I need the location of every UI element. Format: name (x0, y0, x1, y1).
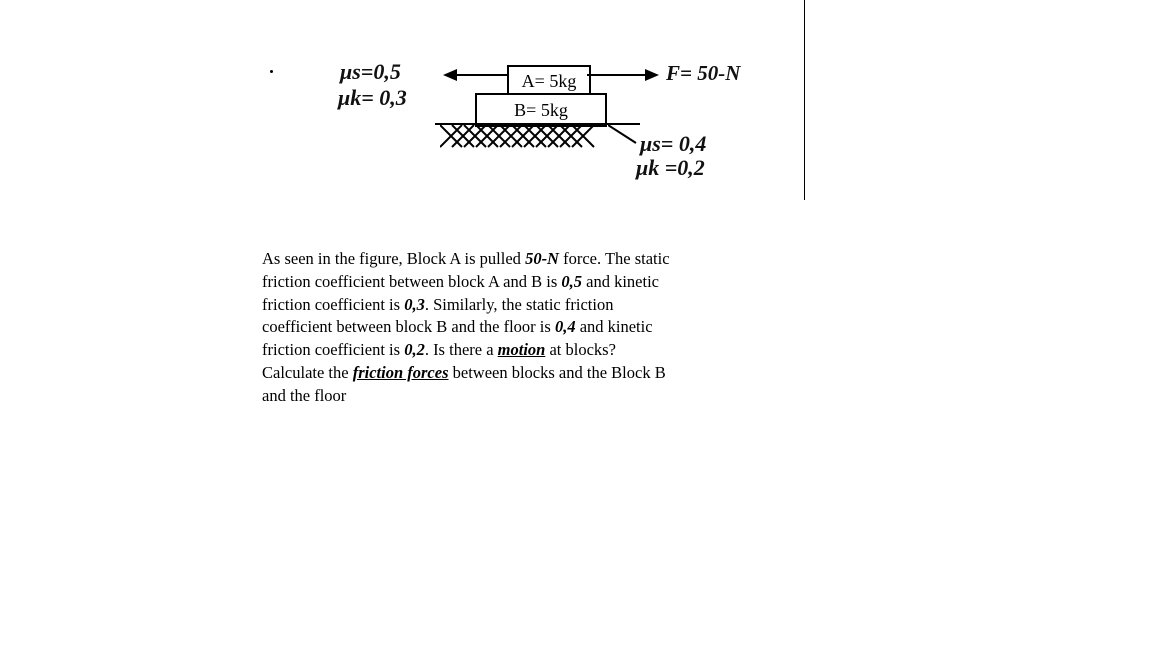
mu-ab-static-label: μs=0,5 (340, 61, 401, 83)
page-root: μs=0,5 μk= 0,3 A= 5kg B= 5kg F= 50-N (0, 0, 1152, 648)
block-b: B= 5kg (475, 93, 607, 127)
block-a-label: A= 5kg (522, 71, 577, 92)
force-arrow-line (587, 74, 647, 76)
text-musBf: 0,4 (555, 317, 576, 336)
text-force: 50-N (525, 249, 559, 268)
text-mukBf: 0,2 (404, 340, 425, 359)
text-friction-forces: friction forces (353, 363, 449, 382)
arrow-to-mu-ab (455, 74, 507, 76)
mu-ab-kinetic-label: μk= 0,3 (338, 87, 407, 109)
force-label: F= 50-N (666, 63, 740, 84)
arrow-to-mu-ab-head (443, 69, 457, 81)
problem-statement: As seen in the figure, Block A is pulled… (262, 248, 672, 407)
mu-bfloor-kinetic-label: μk =0,2 (636, 157, 705, 179)
stray-dot (270, 70, 273, 73)
physics-diagram: μs=0,5 μk= 0,3 A= 5kg B= 5kg F= 50-N (340, 55, 840, 205)
ground-hatch (440, 125, 620, 149)
text-musAB: 0,5 (561, 272, 582, 291)
text-motion: motion (498, 340, 546, 359)
text-s1a: As seen in the figure, Block A is pulled (262, 249, 525, 268)
text-mukAB: 0,3 (404, 295, 425, 314)
force-arrow-head (645, 69, 659, 81)
text-s3b: . Is there a (425, 340, 498, 359)
mu-bfloor-static-label: μs= 0,4 (640, 133, 706, 155)
block-b-label: B= 5kg (514, 100, 568, 121)
